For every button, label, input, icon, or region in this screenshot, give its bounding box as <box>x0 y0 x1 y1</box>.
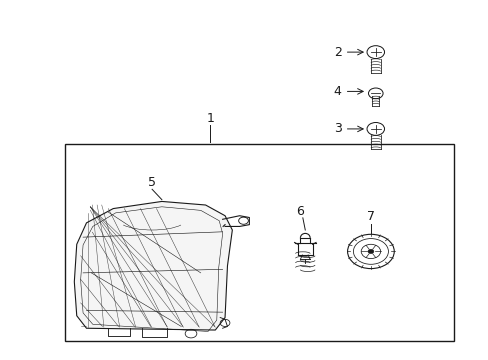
Polygon shape <box>74 202 232 330</box>
Text: 1: 1 <box>206 112 214 125</box>
Text: 2: 2 <box>333 46 341 59</box>
Text: 6: 6 <box>296 204 304 217</box>
Text: 3: 3 <box>333 122 341 135</box>
Bar <box>64 144 453 341</box>
Text: 4: 4 <box>333 85 341 98</box>
Circle shape <box>367 249 373 253</box>
Text: 5: 5 <box>148 176 156 189</box>
Text: 7: 7 <box>366 210 374 223</box>
